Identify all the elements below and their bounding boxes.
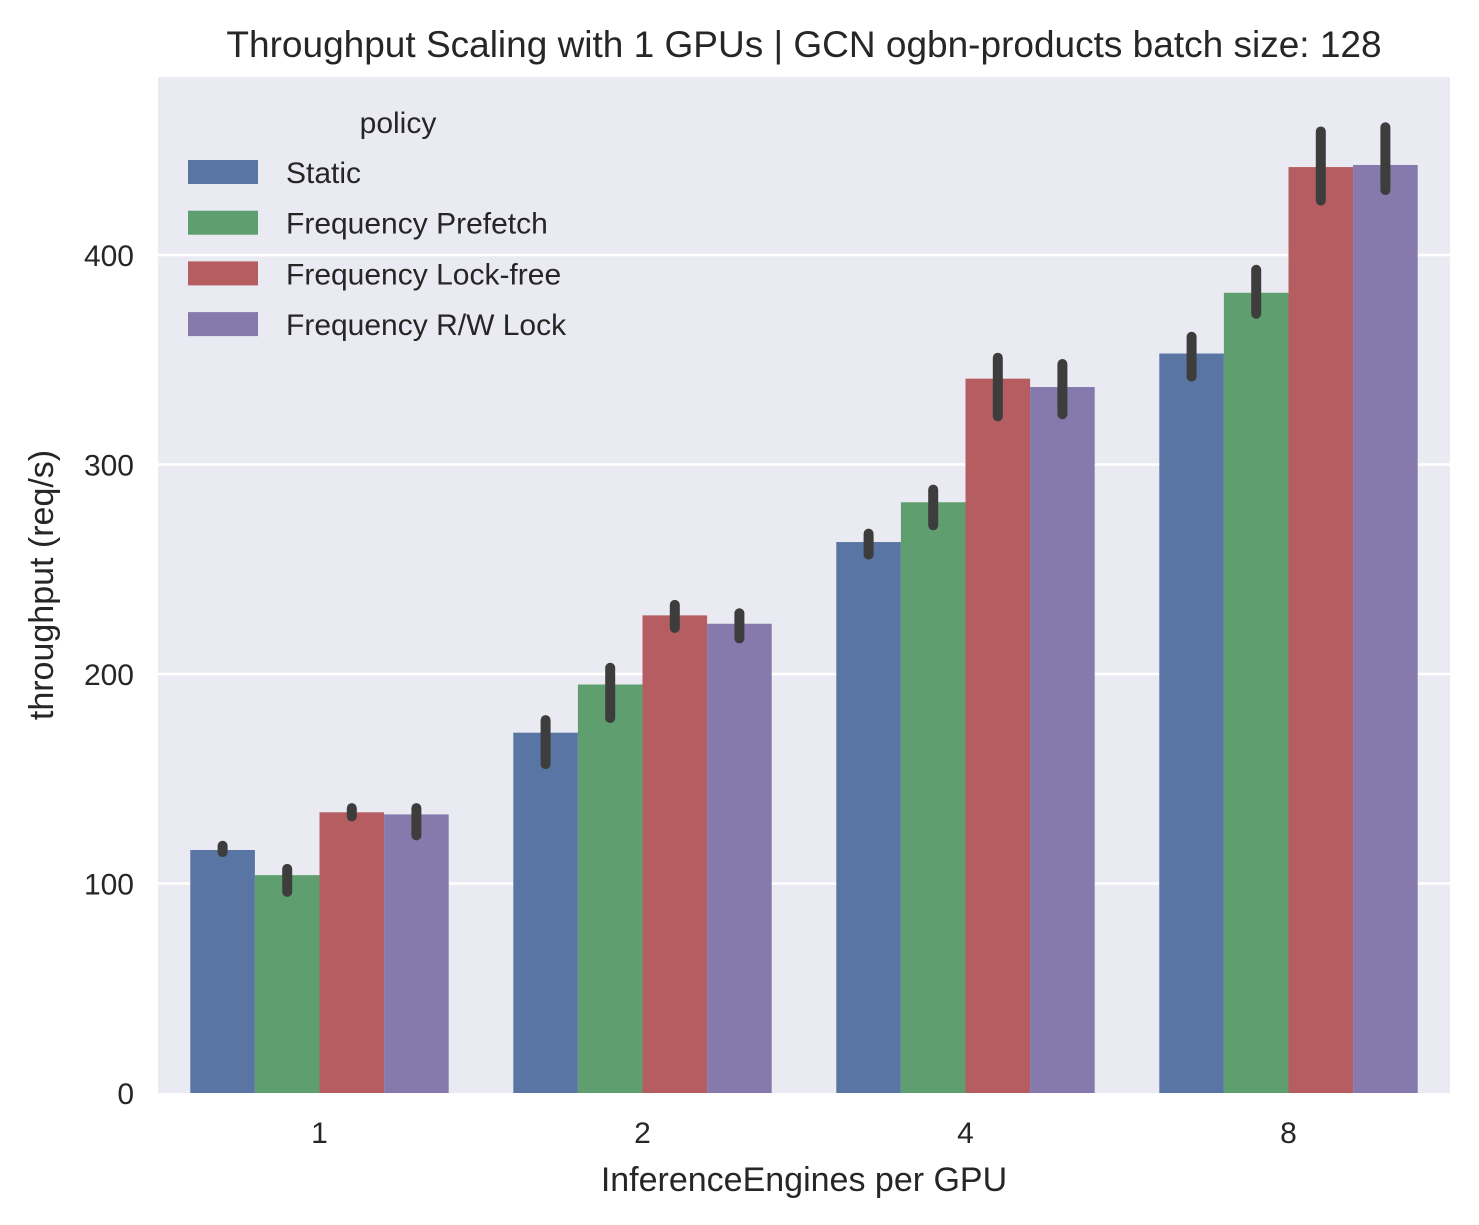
legend-items: Static Frequency Prefetch Frequency Lock-f… <box>188 157 567 342</box>
y-tick-label-3: 300 <box>84 450 134 483</box>
bar-3-2 <box>642 615 708 1093</box>
y-axis-label: throughput (req/s) <box>23 450 61 720</box>
x-tick-label-4: 4 <box>957 1117 974 1150</box>
bar-3-1 <box>319 812 385 1093</box>
legend-title: policy <box>360 107 437 140</box>
bar-3-4 <box>965 378 1031 1094</box>
legend-swatch-4 <box>188 312 258 337</box>
bar-4-2 <box>707 623 772 1093</box>
bar-4-4 <box>1030 387 1095 1093</box>
y-tick-label-2: 200 <box>84 659 134 692</box>
y-tick-labels: 0 100 200 300 400 <box>84 240 134 1111</box>
legend: policy Static Frequency Prefetch Frequency… <box>188 107 567 342</box>
bar-1-2 <box>513 732 578 1093</box>
bar-2-4 <box>900 502 966 1093</box>
bar-2-2 <box>577 684 643 1093</box>
bar-2-8 <box>1223 292 1289 1094</box>
legend-label-3: Frequency Lock-free <box>286 258 561 291</box>
legend-swatch-1 <box>188 160 258 184</box>
bar-4-1 <box>384 814 449 1093</box>
y-tick-label-0: 0 <box>117 1078 134 1111</box>
legend-label-2: Frequency Prefetch <box>286 208 548 241</box>
y-tick-label-4: 400 <box>84 240 134 273</box>
error-bars <box>217 122 1391 897</box>
bar-4-8 <box>1353 164 1418 1093</box>
x-tick-label-8: 8 <box>1280 1117 1297 1150</box>
legend-label-4: Frequency R/W Lock <box>286 309 567 342</box>
bar-3-8 <box>1288 167 1354 1093</box>
x-axis-label: InferenceEngines per GPU <box>601 1161 1007 1199</box>
x-tick-label-1: 1 <box>311 1117 328 1150</box>
bars <box>190 164 1418 1094</box>
y-tick-label-1: 100 <box>84 869 134 902</box>
legend-label-1: Static <box>286 157 361 190</box>
legend-swatch-2 <box>188 210 258 235</box>
x-tick-label-2: 2 <box>634 1117 651 1150</box>
x-tick-labels: 1 2 4 8 <box>311 1117 1297 1150</box>
bar-1-4 <box>836 542 901 1093</box>
chart-title: Throughput Scaling with 1 GPUs | GCN ogb… <box>226 24 1381 65</box>
legend-swatch-3 <box>188 261 258 286</box>
bar-1-1 <box>190 849 255 1093</box>
bar-2-1 <box>254 875 320 1093</box>
bar-1-8 <box>1159 353 1224 1093</box>
